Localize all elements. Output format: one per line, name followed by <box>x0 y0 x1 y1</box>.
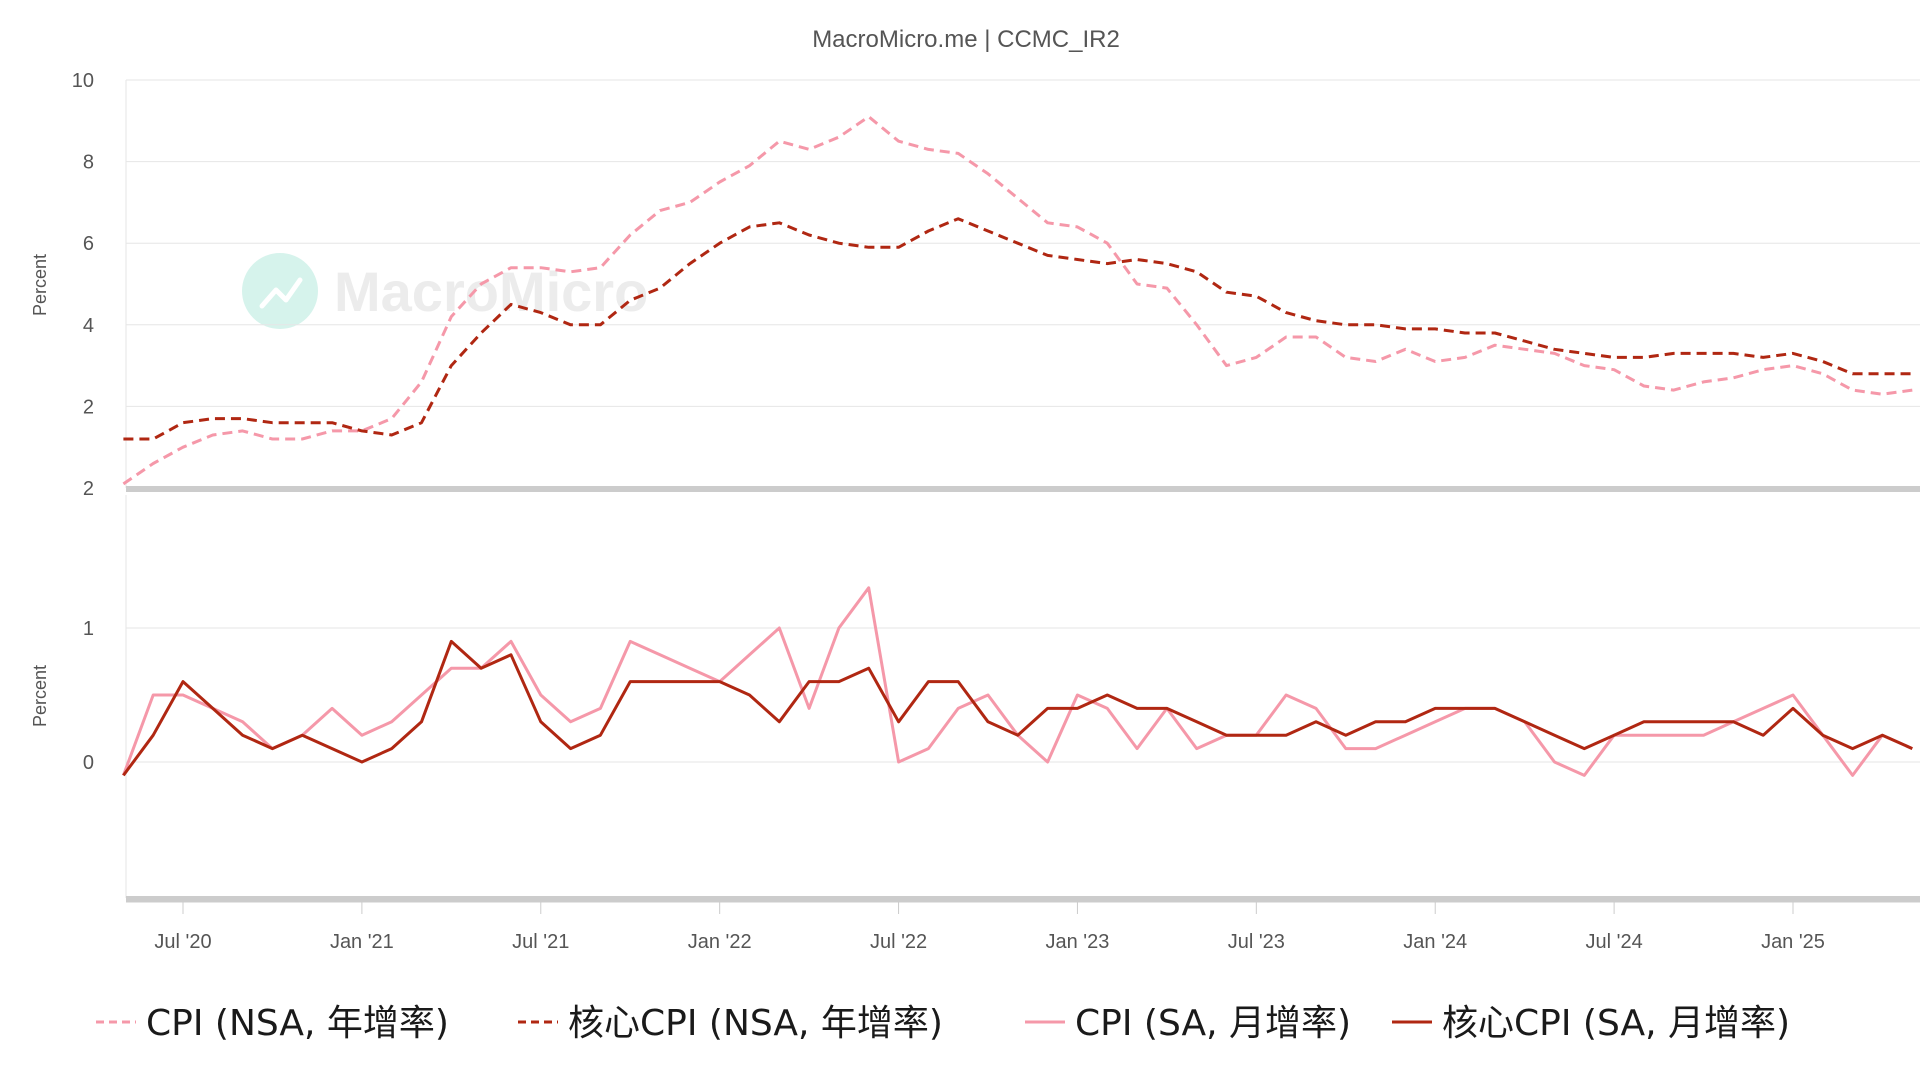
legend-label: 核心CPI (NSA, 年增率) <box>568 1003 943 1044</box>
bottom-y-tick-label: 1 <box>83 618 94 640</box>
top-panel: 2 2 4 6 8 10 Percent <box>30 70 1920 500</box>
x-tick-label: Jul '20 <box>154 931 211 953</box>
bottom-y-axis-title: Percent <box>30 665 50 727</box>
watermark-logo-mark <box>259 277 303 309</box>
bottom-gridlines <box>126 627 1920 763</box>
x-tick-label: Jan '21 <box>330 931 394 953</box>
legend-label: 核心CPI (SA, 月增率) <box>1442 1003 1790 1044</box>
x-tick-label: Jul '22 <box>870 931 927 953</box>
top-y-tick-label: 2 <box>83 478 94 500</box>
top-y-axis-title: Percent <box>30 254 50 316</box>
bottom-y-tick-labels: 01 <box>83 618 94 774</box>
x-tick-label: Jan '25 <box>1761 931 1825 953</box>
legend-item[interactable]: CPI (SA, 月增率) <box>1025 1003 1351 1044</box>
top-y-tick-label: 10 <box>72 70 94 92</box>
top-y-tick-label: 2 <box>83 396 94 418</box>
legend-label: CPI (SA, 月增率) <box>1075 1003 1351 1044</box>
x-ticks: Jul '20 Jan '21 Jul '21 Jan '22 Jul '22 Jan '… <box>154 902 1825 953</box>
top-gridlines <box>126 79 1920 407</box>
top-series-group <box>122 115 1913 486</box>
x-tick-label: Jan '22 <box>688 931 752 953</box>
legend: CPI (NSA, 年增率) 核心CPI (NSA, 年增率) CPI (SA, 月… <box>96 1003 1790 1044</box>
core-cpi-nsa-yoy-line[interactable] <box>123 217 1913 441</box>
watermark-text: MacroMicro <box>334 260 648 323</box>
top-y-tick-label: 4 <box>83 315 94 337</box>
chart-title: MacroMicro.me | CCMC_IR2 <box>812 26 1120 53</box>
legend-item[interactable]: CPI (NSA, 年增率) <box>96 1003 449 1044</box>
bottom-series-group <box>121 586 1913 777</box>
x-axis: Jul '20 Jan '21 Jul '21 Jan '22 Jul '22 Jan '… <box>126 901 1920 953</box>
watermark: MacroMicro <box>242 253 648 329</box>
x-tick-label: Jul '23 <box>1228 931 1285 953</box>
top-y-tick-label: 6 <box>83 233 94 255</box>
cpi-nsa-yoy-line[interactable] <box>122 115 1913 486</box>
top-y-tick-labels: 2 2 4 6 8 10 <box>72 70 94 500</box>
x-tick-label: Jul '24 <box>1586 931 1643 953</box>
bottom-y-tick-label: 0 <box>83 752 94 774</box>
top-y-tick-label: 8 <box>83 152 94 174</box>
core-cpi-sa-mom-line[interactable] <box>122 639 1913 777</box>
x-tick-label: Jan '23 <box>1046 931 1110 953</box>
bottom-panel: 01 Percent <box>30 495 1920 898</box>
navigator-bar[interactable] <box>126 896 1920 902</box>
x-tick-label: Jan '24 <box>1403 931 1467 953</box>
panel-divider <box>126 486 1920 492</box>
legend-item[interactable]: 核心CPI (NSA, 年增率) <box>518 1003 943 1044</box>
x-tick-label: Jul '21 <box>512 931 569 953</box>
legend-item[interactable]: 核心CPI (SA, 月增率) <box>1392 1003 1790 1044</box>
legend-label: CPI (NSA, 年增率) <box>146 1003 449 1044</box>
